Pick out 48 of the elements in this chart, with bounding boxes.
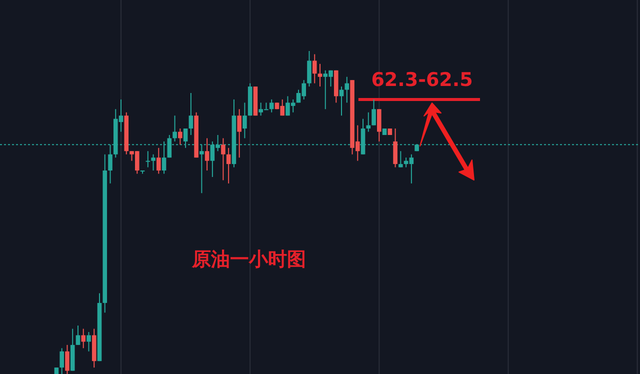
- candlestick: [318, 63, 322, 88]
- candlestick: [398, 150, 403, 168]
- candlestick: [393, 128, 398, 168]
- candlestick: [221, 138, 226, 181]
- candlestick: [200, 144, 204, 194]
- candlestick: [162, 140, 166, 174]
- candlestick: [290, 98, 296, 113]
- candlestick: [355, 124, 360, 162]
- candlestick: [237, 108, 242, 158]
- candlestick: [178, 128, 182, 146]
- candlestick: [302, 80, 306, 100]
- candlestick: [344, 76, 350, 104]
- candlestick: [312, 54, 317, 84]
- candlestick: [242, 102, 247, 139]
- candlestick: [130, 150, 134, 162]
- candlestick: [280, 98, 285, 116]
- candlestick: [108, 144, 112, 184]
- candlestick: [286, 96, 290, 116]
- candlestick: [328, 70, 333, 88]
- candlestick: [323, 70, 328, 110]
- annotation: 62.3-62.5: [371, 69, 473, 92]
- candlestick: [377, 108, 382, 142]
- candlestick: [60, 348, 64, 374]
- candlestick: [183, 128, 188, 148]
- candlestick: [65, 344, 70, 374]
- candlestick: [226, 147, 231, 184]
- candlestick: [216, 134, 220, 152]
- candlestick: [307, 50, 312, 88]
- candlestick: [269, 98, 274, 113]
- candlestick: [156, 147, 161, 174]
- candlestick: [264, 102, 268, 110]
- candlestick: [134, 150, 140, 174]
- annotation: 原油一小时图: [192, 248, 306, 271]
- candlestick: [76, 325, 80, 346]
- candlestick: [81, 328, 86, 349]
- candlestick: [172, 115, 177, 142]
- candlestick: [146, 150, 150, 168]
- candlestick: [118, 98, 124, 132]
- candlestick: [210, 140, 215, 178]
- candlestick: [258, 102, 263, 116]
- candlestick: [151, 154, 156, 172]
- candlestick: [204, 138, 210, 172]
- candlestick: [188, 92, 194, 136]
- candlestick: [409, 154, 414, 184]
- candlestick: [372, 98, 376, 126]
- candlestick: [167, 134, 172, 158]
- candlestick: [86, 332, 91, 352]
- candlestick: [296, 89, 301, 104]
